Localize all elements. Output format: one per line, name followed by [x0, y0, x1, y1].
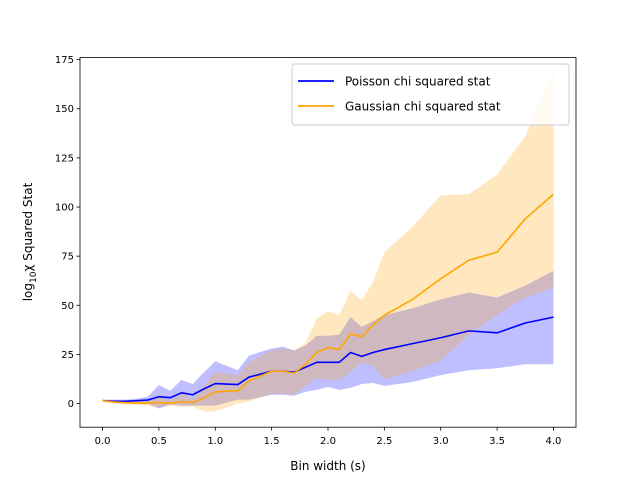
x-tick-label: 2.5: [376, 436, 392, 447]
y-tick-label: 100: [55, 203, 74, 214]
legend-box: [291, 63, 570, 126]
band-gaussian: [102, 69, 554, 412]
x-tick-label: 2.0: [320, 436, 336, 447]
y-tick-label: 25: [61, 350, 74, 361]
y-tick-label: 175: [55, 55, 74, 66]
y-tick-label: 150: [55, 104, 74, 115]
x-axis-ticks: 0.0 0.5 1.0 1.5 2.0 2.5 3.0 3.5 4.0: [95, 427, 562, 447]
line-gaussian: [102, 193, 554, 404]
x-tick-label: 3.0: [433, 436, 449, 447]
x-tick-label: 3.5: [489, 436, 505, 447]
confidence-bands: [102, 69, 554, 412]
x-tick-label: 1.5: [264, 436, 280, 447]
y-tick-label: 50: [61, 301, 74, 312]
x-tick-label: 4.0: [546, 436, 562, 447]
x-tick-label: 0.5: [151, 436, 167, 447]
y-tick-label: 125: [55, 153, 74, 164]
series-lines: [102, 193, 554, 404]
y-tick-label: 75: [61, 252, 74, 263]
y-tick-label: 0: [68, 399, 74, 410]
legend-label-gaussian: Gaussian chi squared stat: [345, 100, 501, 114]
legend-label-poisson: Poisson chi squared stat: [345, 75, 491, 89]
x-tick-label: 0.0: [95, 436, 111, 447]
legend: Poisson chi squared stat Gaussian chi sq…: [291, 63, 570, 126]
band-poisson: [102, 270, 554, 409]
y-axis-label: log10χ Squared Stat: [21, 182, 39, 301]
y-axis-ticks: 0 25 50 75 100 125 150 175: [55, 55, 80, 410]
x-axis-label: Bin width (s): [290, 459, 366, 473]
x-tick-label: 1.0: [207, 436, 223, 447]
